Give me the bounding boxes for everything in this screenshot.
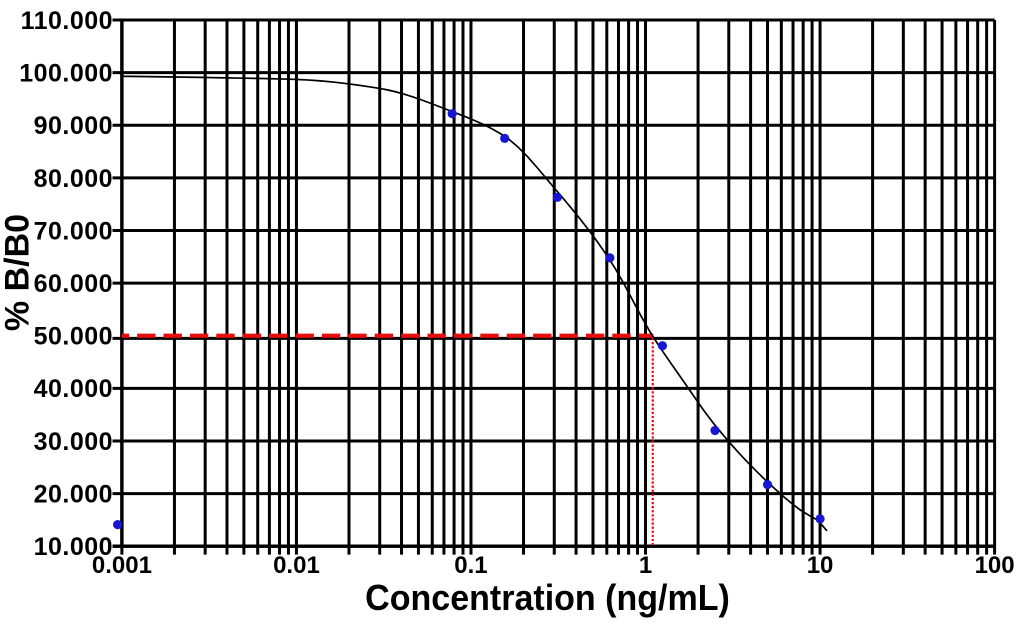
y-tick-label: 100.000 [19,60,113,88]
x-axis-title: Concentration (ng/mL) [365,578,730,618]
y-tick-label: 70.000 [34,217,113,245]
y-tick-label: 90.000 [34,112,113,140]
y-tick-label: 80.000 [34,165,113,193]
y-tick-label: 50.000 [34,323,113,351]
fit-curve [121,75,828,532]
data-point [447,109,457,119]
y-tick-label: 40.000 [34,375,113,403]
data-point [113,520,123,530]
x-tick-label: 0.001 [92,552,152,579]
x-tick-label: 0.1 [454,552,487,579]
data-point [657,341,668,351]
y-tick-label: 60.000 [34,270,113,298]
y-tick-label: 20.000 [34,480,113,508]
data-point [552,192,562,202]
x-tick-label: 0.01 [273,552,320,579]
y-tick-label: 110.000 [21,7,114,35]
x-tick-label: 10 [807,552,834,579]
y-axis-title: % B/B0 [0,214,37,331]
x-tick-label: 1 [639,552,652,579]
y-tick-label: 30.000 [34,428,113,456]
data-point [710,425,720,436]
data-point [815,514,825,524]
data-point [605,253,615,263]
data-point [762,480,773,490]
y-tick-label: 10.000 [34,533,113,561]
x-tick-label: 100 [975,552,1015,579]
data-point [500,133,510,143]
